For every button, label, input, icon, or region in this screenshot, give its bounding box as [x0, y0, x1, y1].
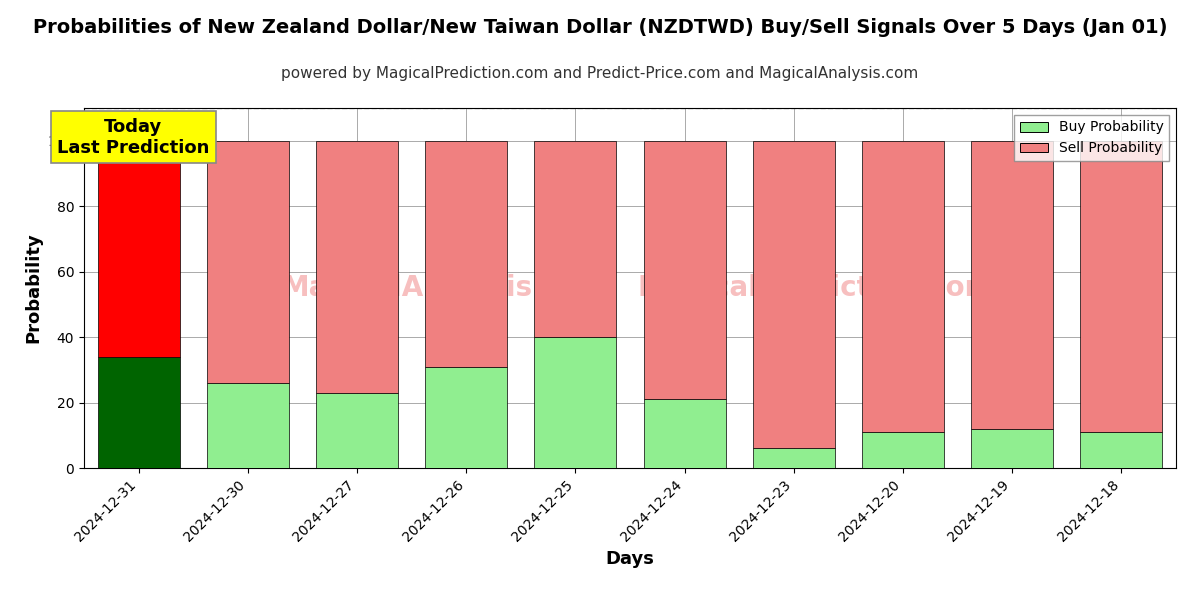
Bar — [752, 141, 835, 448]
Bar — [97, 357, 180, 468]
Bar — [206, 141, 289, 383]
Bar — [425, 141, 508, 367]
Bar — [316, 141, 398, 393]
Bar — [1080, 141, 1163, 432]
Bar — [1080, 432, 1163, 468]
X-axis label: Days: Days — [606, 550, 654, 568]
Bar — [971, 141, 1054, 429]
Bar — [862, 141, 944, 432]
Text: Today
Last Prediction: Today Last Prediction — [56, 118, 209, 157]
Bar — [862, 432, 944, 468]
Text: Probabilities of New Zealand Dollar/New Taiwan Dollar (NZDTWD) Buy/Sell Signals : Probabilities of New Zealand Dollar/New … — [32, 18, 1168, 37]
Legend: Buy Probability, Sell Probability: Buy Probability, Sell Probability — [1014, 115, 1169, 161]
Bar — [752, 448, 835, 468]
Bar — [206, 383, 289, 468]
Bar — [97, 141, 180, 357]
Text: powered by MagicalPrediction.com and Predict-Price.com and MagicalAnalysis.com: powered by MagicalPrediction.com and Pre… — [281, 66, 919, 81]
Text: MagicalAnalysis.com: MagicalAnalysis.com — [281, 274, 607, 302]
Bar — [316, 393, 398, 468]
Y-axis label: Probability: Probability — [24, 233, 42, 343]
Bar — [534, 141, 617, 337]
Bar — [534, 337, 617, 468]
Bar — [425, 367, 508, 468]
Bar — [643, 399, 726, 468]
Bar — [643, 141, 726, 399]
Text: MagicalPrediction.com: MagicalPrediction.com — [637, 274, 994, 302]
Bar — [971, 429, 1054, 468]
